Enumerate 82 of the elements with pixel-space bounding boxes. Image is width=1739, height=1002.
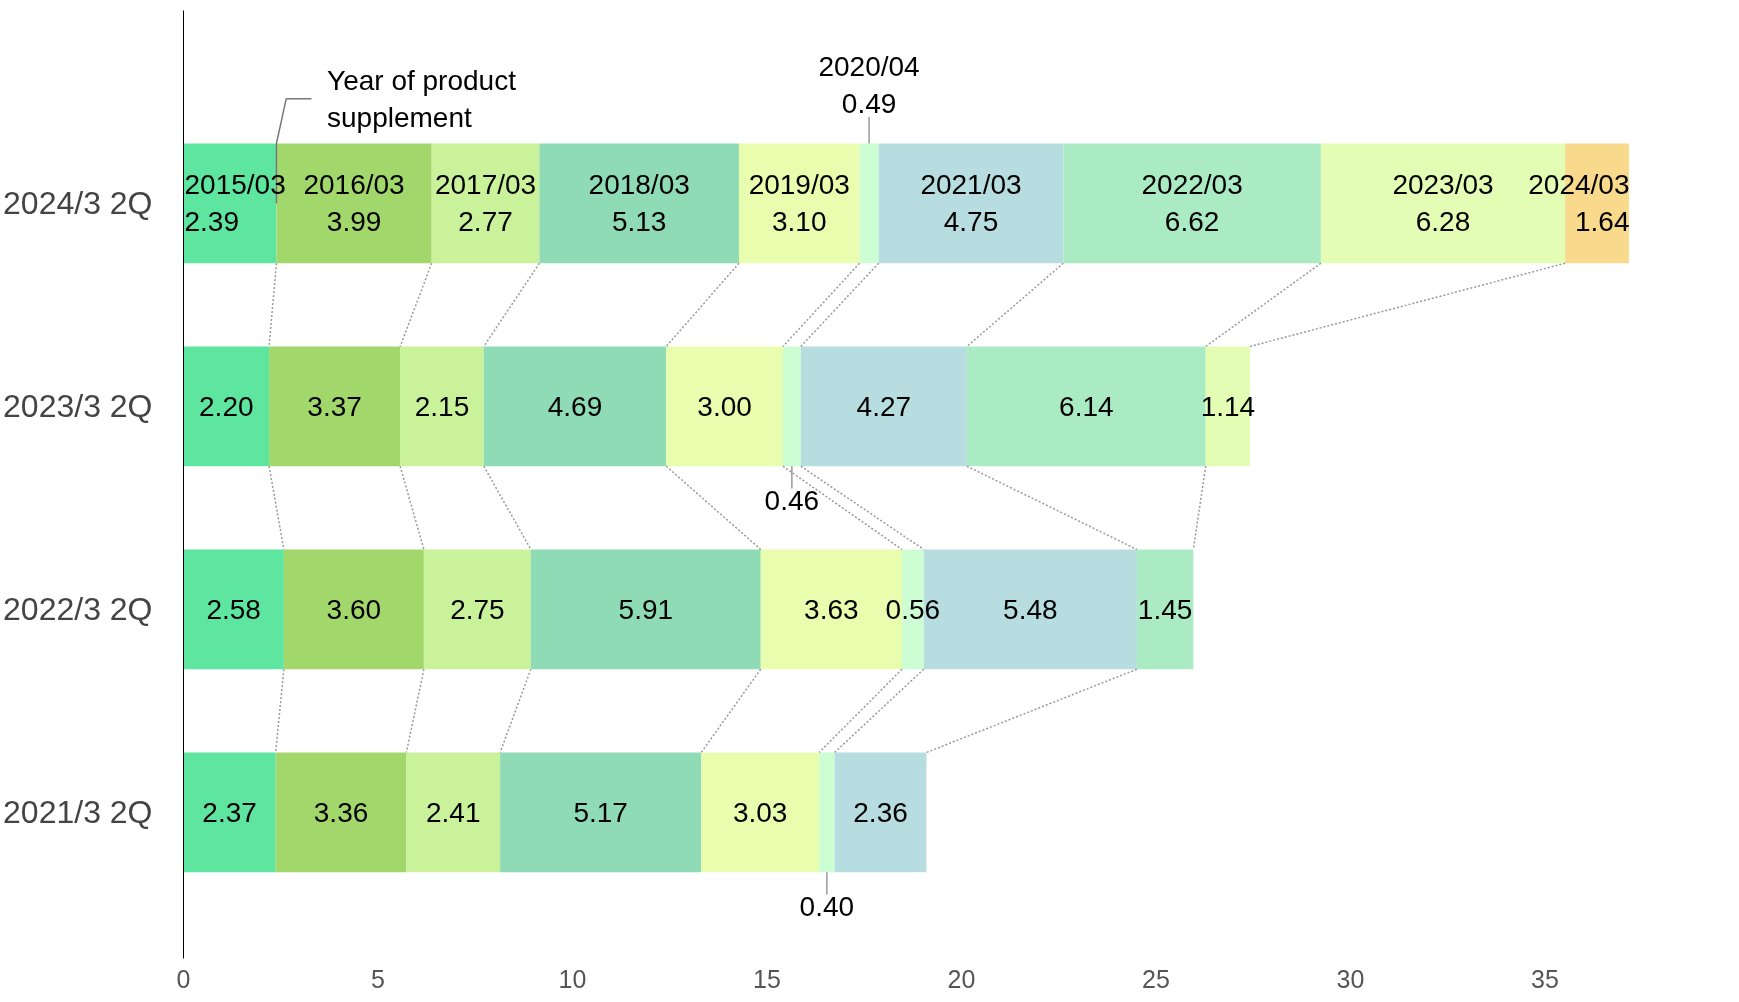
bar [183, 752, 276, 873]
series-label: 2019/03 [748, 169, 850, 201]
data-label: 6.28 [1415, 206, 1471, 238]
bar [834, 752, 927, 873]
y-tick-label: 2023/3 2Q [3, 388, 153, 425]
data-label: 2.36 [853, 796, 908, 828]
bar [1136, 549, 1194, 670]
data-label: 2.15 [414, 390, 470, 422]
data-label: 1.14 [1200, 390, 1256, 422]
annotation: Year of product supplement [327, 64, 517, 133]
data-label: 4.75 [943, 206, 999, 238]
data-label: 3.37 [307, 390, 362, 422]
data-label: 5.91 [618, 593, 674, 625]
y-tick-label: 2022/3 2Q [3, 591, 153, 628]
data-label: 3.10 [772, 206, 827, 238]
bar [738, 143, 860, 264]
series-label: 2023/03 [1392, 169, 1494, 201]
x-tick-label: 25 [1142, 964, 1170, 993]
bar [819, 752, 835, 873]
series-label: 2018/03 [588, 169, 690, 201]
bar [666, 346, 783, 467]
data-label: 2.41 [426, 796, 481, 828]
text: 2020/04 [818, 50, 920, 82]
data-label: 1.64 [1575, 206, 1630, 238]
series-label: 2015/03 [184, 169, 286, 201]
bar [701, 752, 820, 873]
y-tick-label: 2021/3 2Q [3, 794, 153, 831]
data-label: 6.62 [1164, 206, 1220, 238]
data-label: 0.46 [764, 484, 820, 516]
y-tick-label: 2024/3 2Q [3, 185, 153, 222]
bar [782, 346, 801, 467]
data-label: 2.39 [184, 206, 239, 238]
bar [539, 143, 739, 264]
data-label: 3.03 [732, 796, 788, 828]
data-label: 2.58 [206, 593, 261, 625]
data-label: 4.27 [856, 390, 912, 422]
bar [406, 752, 501, 873]
bar [878, 143, 1064, 264]
series-label: 2022/03 [1141, 169, 1243, 201]
data-label: 2.75 [450, 593, 505, 625]
x-tick-label: 20 [947, 964, 976, 993]
bar [183, 549, 284, 670]
x-tick-label: 15 [753, 964, 781, 993]
data-label: 5.13 [611, 206, 667, 238]
x-tick-label: 30 [1336, 964, 1365, 993]
x-tick-label: 35 [1531, 964, 1559, 993]
data-label: 3.60 [326, 593, 382, 625]
data-label: 2.77 [458, 206, 513, 238]
bar [800, 346, 967, 467]
bar [283, 549, 424, 670]
data-label: 0.40 [799, 890, 855, 922]
bar [1063, 143, 1321, 264]
bar [183, 346, 270, 467]
data-label: 0.56 [885, 593, 941, 625]
bar [859, 143, 879, 264]
x-tick-label: 10 [558, 964, 587, 993]
data-label: 3.99 [326, 206, 382, 238]
data-label: 4.69 [547, 390, 603, 422]
bar [269, 346, 401, 467]
x-tick-label: 0 [176, 964, 191, 993]
data-label: 3.63 [804, 593, 859, 625]
data-label: 2.20 [199, 390, 254, 422]
bar [431, 143, 540, 264]
data-label: 3.00 [697, 390, 752, 422]
x-tick-label: 5 [371, 964, 385, 993]
bar [400, 346, 484, 467]
bar [500, 752, 702, 873]
data-label: 6.14 [1059, 390, 1114, 422]
data-label: 3.36 [313, 796, 369, 828]
bar [423, 549, 531, 670]
series-label: 2021/03 [920, 169, 1022, 201]
bar [483, 346, 667, 467]
bar [530, 549, 761, 670]
data-label: 0.49 [841, 88, 897, 120]
data-label: 5.48 [1003, 593, 1058, 625]
series-label: 2016/03 [303, 169, 405, 201]
bar [275, 752, 407, 873]
series-label: 2024/03 [1528, 169, 1630, 201]
data-label: 5.17 [573, 796, 628, 828]
data-label: 1.45 [1137, 593, 1193, 625]
series-label: 2017/03 [434, 169, 537, 201]
data-label: 2.37 [202, 796, 257, 828]
